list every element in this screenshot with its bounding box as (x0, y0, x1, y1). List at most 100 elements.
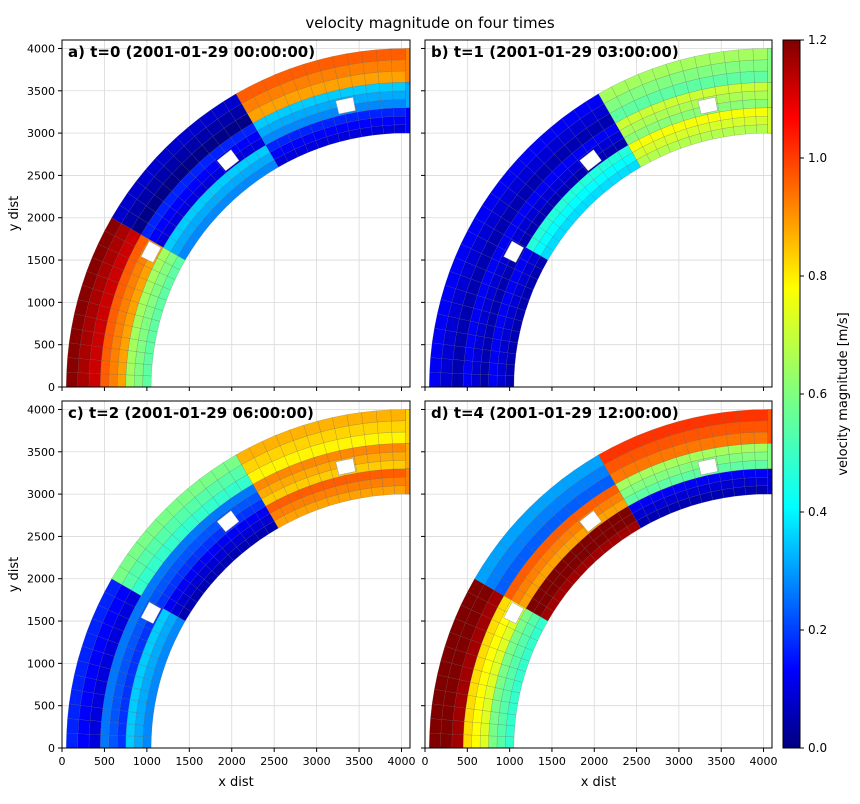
mesh-cell (756, 124, 768, 134)
mesh-cell (392, 443, 406, 453)
mesh-cell (733, 125, 746, 136)
y-tick-label: 1000 (27, 296, 55, 309)
mesh-cell (367, 461, 382, 472)
mesh-cell (361, 410, 378, 424)
mesh-cell (89, 359, 102, 374)
mesh-cell (142, 736, 152, 748)
mesh-cell (362, 60, 379, 74)
mesh-cell (708, 412, 726, 426)
x-tick-label: 1000 (496, 755, 524, 768)
mesh-cell (370, 478, 383, 489)
x-tick-label: 2500 (623, 755, 651, 768)
colorbar-label: velocity magnitude [m/s] (836, 312, 851, 475)
axes-frame (61, 39, 411, 388)
mesh-cell (364, 433, 380, 447)
mesh-cell (142, 724, 153, 738)
mesh-cell (727, 83, 743, 94)
mesh-cell (346, 412, 364, 426)
mesh-cell (443, 691, 457, 707)
mesh-cell (371, 486, 384, 497)
mesh-cell (377, 71, 393, 84)
mesh-cell (440, 719, 454, 735)
mesh-cell (752, 409, 768, 422)
mesh-cell (767, 409, 772, 444)
mesh-cell (472, 348, 483, 363)
mesh-cell (753, 431, 768, 444)
mesh-cell (66, 733, 79, 748)
mesh-cell (117, 735, 127, 748)
mesh-cell (91, 331, 105, 348)
mesh-cell (756, 485, 768, 495)
mesh-cell (66, 357, 79, 373)
mesh-cell (133, 736, 144, 748)
panel-1: 0 500 1000 1500 2000 2500 3000 3500 4000 y dist a)… (7, 39, 411, 394)
x-tick-label: 0 (422, 755, 429, 768)
mesh-cell (753, 70, 768, 83)
mesh-cell (80, 691, 94, 707)
y-tick-label: 2500 (27, 530, 55, 543)
mesh-cell (724, 421, 741, 435)
mesh-cell (378, 443, 393, 454)
mesh-cell (506, 352, 517, 366)
mesh-cell (135, 712, 146, 726)
mesh-cell (394, 485, 406, 495)
mesh-cell (376, 409, 392, 423)
velocity-mesh (429, 409, 772, 748)
y-tick-label: 3000 (27, 127, 55, 140)
mesh-cell (67, 703, 81, 720)
mesh-cell (440, 733, 453, 748)
y-tick-label: 1000 (27, 657, 55, 670)
colorbar-tick-label: 0.0 (808, 741, 827, 755)
mesh-cell (744, 124, 757, 135)
mesh-cell (712, 73, 729, 88)
mesh-cell (391, 70, 406, 83)
mesh-cell (451, 373, 464, 387)
x-tick-label: 1000 (133, 755, 161, 768)
mesh-cell (754, 443, 768, 453)
colorbar-tick-label: 1.2 (808, 33, 827, 47)
mesh-cell (377, 432, 393, 445)
mesh-cell (767, 443, 772, 469)
mesh-cell (429, 733, 441, 748)
groyne (503, 601, 525, 624)
mesh-cell (723, 410, 740, 424)
mesh-cell (391, 431, 406, 444)
panel-label: b) t=1 (2001-01-29 03:00:00) (431, 43, 679, 61)
mesh-cell (710, 62, 727, 76)
mesh-cell (767, 48, 772, 83)
mesh-cell (143, 713, 154, 727)
groyne (216, 510, 240, 533)
mesh-cell (126, 350, 137, 364)
mesh-cell (496, 375, 506, 387)
groyne (140, 601, 162, 624)
x-tick-label: 3500 (707, 755, 735, 768)
mesh-cell (462, 734, 472, 748)
mesh-cell (755, 460, 768, 470)
mesh-cell (392, 451, 406, 461)
mesh-cell (381, 477, 395, 487)
mesh-cell (741, 90, 756, 101)
mesh-cell (405, 107, 410, 134)
y-tick-label: 1500 (27, 254, 55, 267)
mesh-cell (480, 710, 492, 724)
mesh-cell (710, 423, 727, 437)
mesh-cell (462, 373, 472, 387)
y-tick-label: 2500 (27, 169, 55, 182)
mesh-cell (429, 357, 442, 373)
mesh-cell (731, 469, 745, 480)
mesh-cell (101, 708, 112, 723)
mesh-cell (350, 434, 367, 449)
groyne (335, 96, 356, 115)
groyne (140, 240, 162, 263)
mesh-cell (497, 724, 507, 737)
mesh-cell (497, 351, 508, 365)
panel-label: d) t=4 (2001-01-29 12:00:00) (431, 404, 679, 422)
mesh-cell (125, 374, 135, 387)
mesh-cell (108, 734, 118, 748)
y-axis-label: y dist (7, 557, 22, 593)
mesh-cell (366, 91, 381, 102)
mesh-cell (80, 330, 94, 346)
mesh-cell (464, 708, 475, 723)
panel-3: 0 500 1000 1500 2000 2500 3000 3500 4000 0 500 1000… (7, 400, 416, 790)
mesh-cell (754, 90, 768, 100)
